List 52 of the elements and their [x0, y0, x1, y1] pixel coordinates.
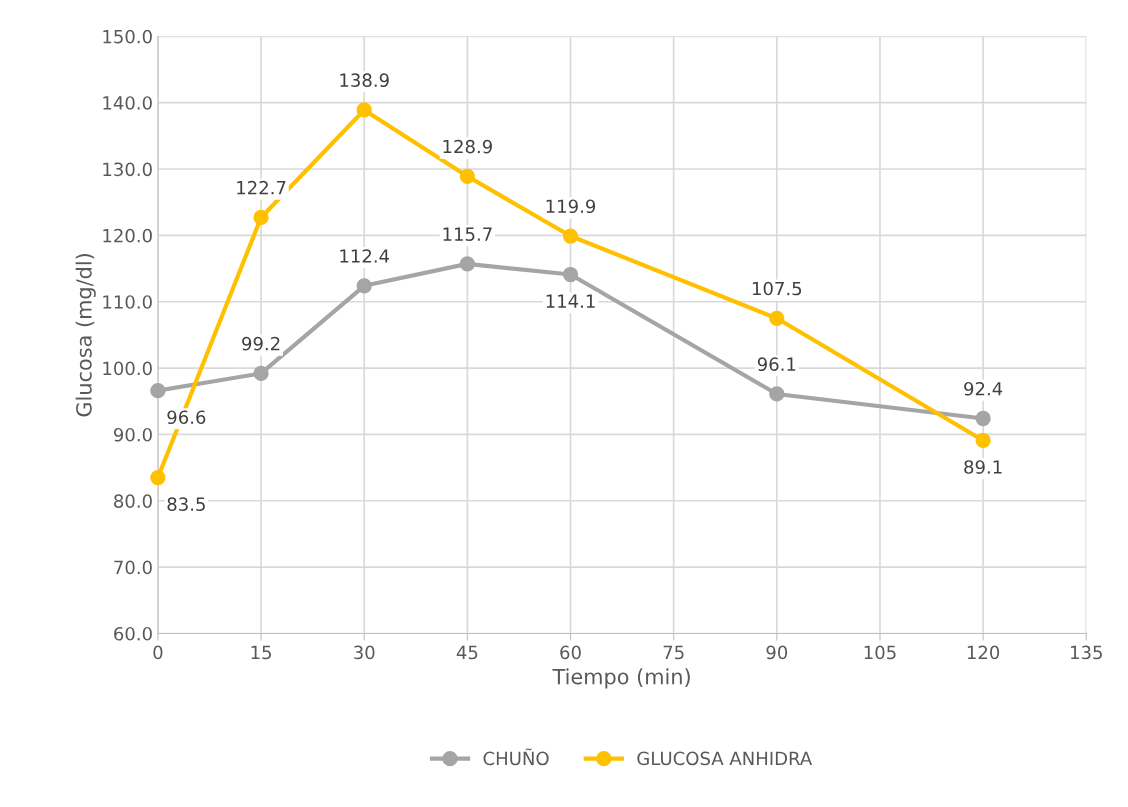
legend-label: CHUÑO	[483, 748, 549, 766]
y-tick-label: 60.0	[114, 626, 152, 641]
y-tick-label: 90.0	[113, 427, 152, 442]
point	[562, 228, 579, 244]
data-label: 114.1	[546, 294, 595, 308]
point	[975, 432, 991, 449]
point	[459, 168, 476, 184]
point	[150, 469, 166, 486]
y-tick-label: 70.0	[114, 560, 152, 575]
x-tick-label: 120	[967, 645, 1000, 660]
data-label: 112.4	[340, 249, 390, 263]
y-tick-label: 100.0	[103, 361, 152, 376]
x-tick-label: 90	[766, 645, 788, 660]
y-axis-title: Glucosa (mg/dl)	[75, 254, 96, 417]
x-tick-label: 0	[153, 645, 163, 660]
point	[975, 410, 991, 427]
x-tick-label: 45	[456, 645, 478, 660]
y-tick-label: 140.0	[103, 96, 152, 110]
x-axis-title: Tiempo (min)	[552, 668, 690, 689]
data-label: 96.1	[757, 357, 796, 372]
point	[150, 383, 166, 399]
data-label: 128.9	[443, 139, 492, 154]
x-tick-label: 105	[864, 645, 896, 660]
data-label: 92.4	[964, 381, 1003, 396]
x-tick-label: 30	[354, 645, 375, 660]
y-tick-label: 150.0	[103, 29, 152, 44]
data-label: 138.9	[340, 73, 389, 88]
point	[253, 209, 269, 226]
data-label: 99.2	[242, 336, 280, 351]
y-tick-label: 120.0	[103, 228, 152, 243]
point	[769, 310, 785, 326]
point	[769, 386, 785, 402]
point	[253, 365, 269, 382]
x-tick-label: 60	[560, 645, 581, 660]
point	[562, 266, 579, 283]
data-label: 122.7	[237, 180, 286, 195]
y-tick-label: 80.0	[114, 494, 152, 508]
legend-label: GLUCOSA ANHIDRA	[637, 751, 813, 766]
x-tick-label: 75	[663, 645, 684, 660]
point	[459, 256, 476, 272]
data-label: 107.5	[752, 281, 802, 296]
point	[356, 102, 372, 118]
x-tick-label: 15	[251, 645, 271, 660]
data-label: 119.9	[546, 199, 596, 214]
y-tick-label: 130.0	[103, 162, 152, 177]
y-tick-label: 110.0	[103, 295, 152, 309]
point	[356, 278, 372, 294]
data-label: 83.5	[167, 497, 205, 511]
data-label: 115.7	[443, 227, 492, 241]
x-tick-label: 135	[1071, 645, 1102, 660]
data-label: 89.1	[964, 460, 1002, 474]
data-label: 96.6	[167, 410, 206, 425]
